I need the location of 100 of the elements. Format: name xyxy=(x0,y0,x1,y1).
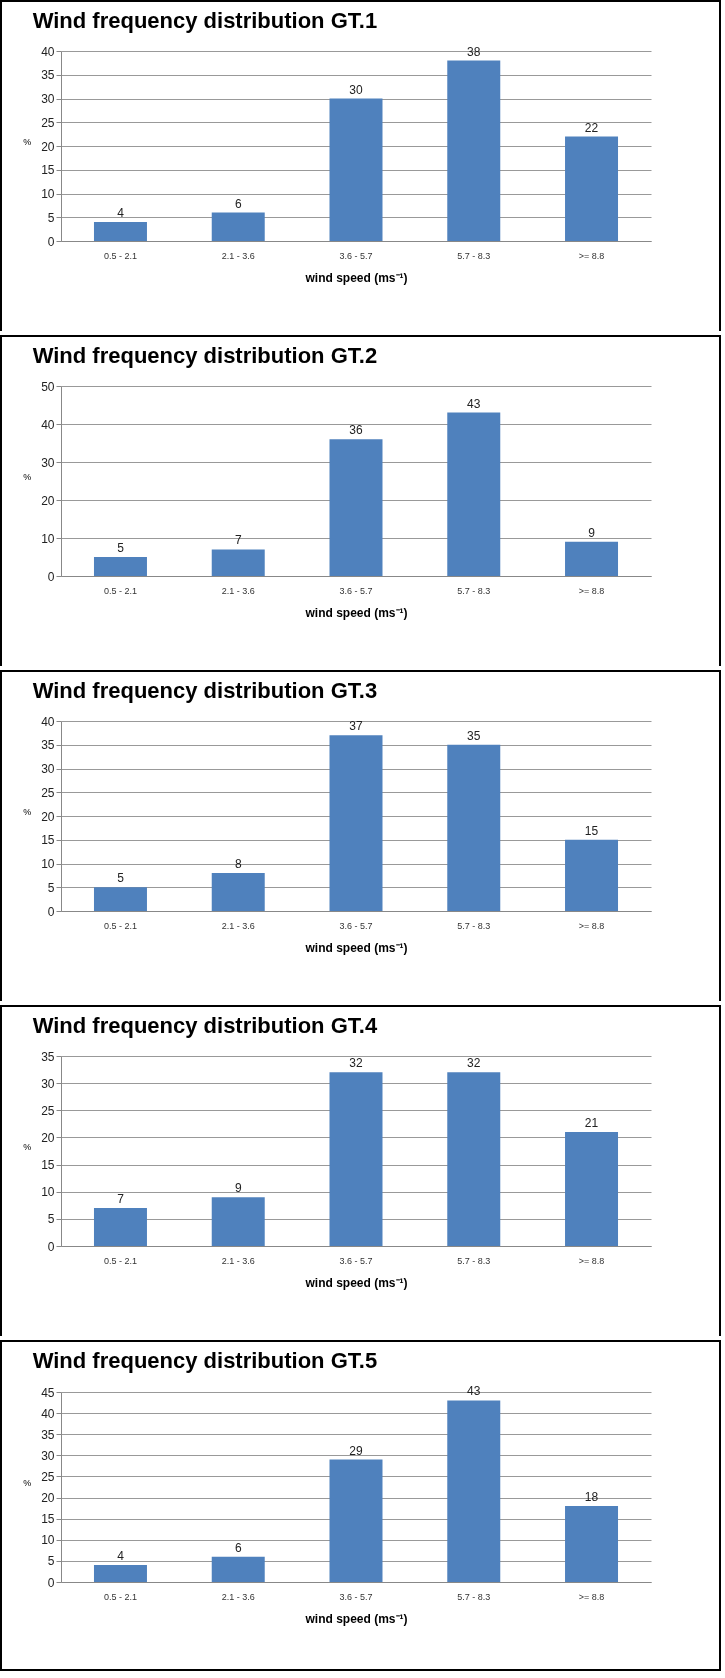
y-tick-label: 35 xyxy=(41,1049,55,1064)
y-tick-label: 15 xyxy=(41,833,55,848)
x-tick-label: 0.5 - 2.1 xyxy=(103,250,137,261)
y-tick-label: 10 xyxy=(41,1185,55,1200)
y-tick-label: 10 xyxy=(41,187,55,201)
bar xyxy=(329,98,383,241)
y-tick-label: 25 xyxy=(41,1469,55,1484)
data-label: 8 xyxy=(234,857,242,871)
x-tick-label: 3.6 - 5.7 xyxy=(339,920,373,931)
data-label: 36 xyxy=(349,423,363,438)
bar xyxy=(447,60,501,241)
y-tick-label: 15 xyxy=(41,1512,55,1527)
y-tick-label: 20 xyxy=(41,809,55,824)
bar xyxy=(565,1506,619,1582)
y-axis-title: % xyxy=(23,471,32,482)
data-label: 7 xyxy=(234,533,242,548)
bar xyxy=(93,222,147,241)
bar xyxy=(211,1556,265,1582)
y-tick-label: 25 xyxy=(41,1103,55,1118)
y-tick-label: 0 xyxy=(47,904,55,919)
data-label: 5 xyxy=(117,541,125,555)
data-label: 7 xyxy=(117,1192,125,1206)
y-axis-title: % xyxy=(23,806,32,817)
bar xyxy=(329,1459,383,1582)
chart-title: Wind frequency distribution GT.4 xyxy=(32,1013,378,1038)
y-tick-label: 0 xyxy=(47,1239,55,1254)
data-label: 15 xyxy=(584,823,599,838)
data-label: 4 xyxy=(117,1549,125,1564)
x-tick-label: 3.6 - 5.7 xyxy=(339,1255,373,1266)
chart-title: Wind frequency distribution GT.3 xyxy=(32,678,378,703)
x-axis-title: wind speed (ms⁻¹) xyxy=(304,940,408,955)
chart-title: Wind frequency distribution GT.5 xyxy=(32,1348,378,1374)
x-tick-label: 2.1 - 3.6 xyxy=(221,1591,255,1602)
x-tick-label: 0.5 - 2.1 xyxy=(103,585,137,596)
x-tick-label: 5.7 - 8.3 xyxy=(457,585,491,596)
x-tick-label: 2.1 - 3.6 xyxy=(221,1255,255,1266)
x-tick-label: 5.7 - 8.3 xyxy=(457,920,491,931)
bar xyxy=(447,1072,501,1246)
bar xyxy=(565,839,619,911)
x-tick-label: 0.5 - 2.1 xyxy=(103,920,137,931)
bar xyxy=(565,1132,619,1246)
x-tick-label: >= 8.8 xyxy=(578,1591,605,1602)
data-label: 6 xyxy=(234,196,242,211)
y-tick-label: 30 xyxy=(41,455,55,470)
y-tick-label: 25 xyxy=(41,115,55,130)
x-tick-label: 3.6 - 5.7 xyxy=(339,585,373,596)
y-tick-label: 5 xyxy=(47,880,55,895)
data-label: 29 xyxy=(349,1443,363,1458)
data-label: 9 xyxy=(588,525,596,540)
data-label: 5 xyxy=(117,871,125,886)
y-tick-label: 40 xyxy=(41,44,55,59)
chart-title: Wind frequency distribution GT.2 xyxy=(32,343,378,368)
y-tick-label: 45 xyxy=(41,1385,55,1400)
data-label: 43 xyxy=(467,396,481,411)
data-label: 32 xyxy=(467,1056,481,1071)
bar xyxy=(329,735,383,911)
x-tick-label: >= 8.8 xyxy=(578,250,605,261)
y-axis-title: % xyxy=(23,136,32,147)
data-label: 22 xyxy=(584,120,599,135)
y-axis-title: % xyxy=(23,1141,32,1152)
x-tick-label: >= 8.8 xyxy=(578,1255,605,1266)
x-tick-label: >= 8.8 xyxy=(578,920,605,931)
y-tick-label: 15 xyxy=(41,163,55,178)
bar xyxy=(211,873,265,911)
y-tick-label: 30 xyxy=(41,92,55,106)
x-tick-label: 0.5 - 2.1 xyxy=(103,1591,137,1602)
bar xyxy=(211,1197,265,1246)
bar xyxy=(93,1208,147,1246)
data-label: 18 xyxy=(584,1490,599,1504)
x-tick-label: 3.6 - 5.7 xyxy=(339,250,373,261)
y-tick-label: 20 xyxy=(41,1130,55,1145)
data-label: 43 xyxy=(467,1384,481,1399)
y-tick-label: 20 xyxy=(41,1491,55,1506)
chart-title: Wind frequency distribution GT.1 xyxy=(32,8,378,33)
x-tick-label: >= 8.8 xyxy=(578,585,605,596)
x-tick-label: 3.6 - 5.7 xyxy=(339,1591,373,1602)
data-label: 4 xyxy=(117,206,125,220)
y-tick-label: 50 xyxy=(41,379,55,394)
y-tick-label: 20 xyxy=(41,493,55,508)
data-label: 9 xyxy=(234,1181,242,1196)
y-tick-label: 5 xyxy=(47,210,55,225)
bar xyxy=(565,541,619,576)
y-tick-label: 40 xyxy=(41,714,55,729)
y-tick-label: 35 xyxy=(41,68,55,83)
data-label: 6 xyxy=(234,1540,242,1555)
y-tick-label: 0 xyxy=(47,569,55,584)
y-tick-label: 35 xyxy=(41,738,55,753)
y-tick-label: 5 xyxy=(47,1554,55,1569)
x-tick-label: 5.7 - 8.3 xyxy=(457,250,491,261)
data-label: 30 xyxy=(349,82,363,97)
data-label: 32 xyxy=(349,1056,363,1071)
y-tick-label: 10 xyxy=(41,857,55,871)
y-tick-label: 20 xyxy=(41,139,55,154)
bar xyxy=(93,557,147,576)
bar xyxy=(329,1072,383,1246)
x-axis-title: wind speed (ms⁻¹) xyxy=(304,605,408,620)
bar xyxy=(447,412,501,576)
bar xyxy=(211,212,265,241)
y-tick-label: 25 xyxy=(41,785,55,800)
x-axis-title: wind speed (ms⁻¹) xyxy=(304,1611,408,1626)
